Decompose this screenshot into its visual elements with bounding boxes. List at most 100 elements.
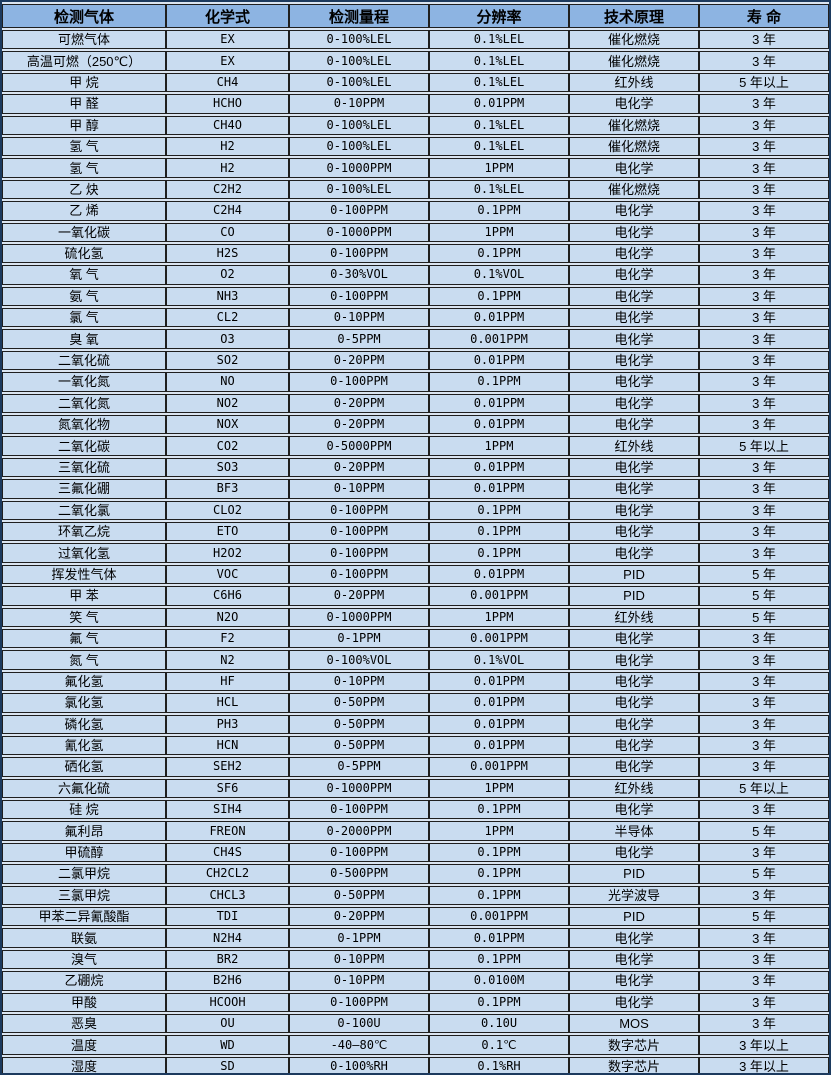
table-row: 三氯甲烷 CHCL3 0-50PPM 0.1PPM 光学波导 3 年 xyxy=(2,885,829,906)
cell-formula: NO2 xyxy=(166,393,289,414)
table-row: 甲酸 HCOOH 0-100PPM 0.1PPM 电化学 3 年 xyxy=(2,992,829,1012)
cell-resolution: 0.1%LEL xyxy=(429,136,569,157)
cell-range: 0-100%RH xyxy=(289,1056,429,1073)
cell-range: 0-100PPM xyxy=(289,842,429,863)
column-header-resolution: 分辨率 xyxy=(429,4,569,28)
table-row: 氯 气 CL2 0-10PPM 0.01PPM 电化学 3 年 xyxy=(2,308,829,328)
cell-resolution: 0.1PPM xyxy=(429,949,569,970)
cell-resolution: 0.01PPM xyxy=(429,671,569,692)
cell-lifespan: 3 年 xyxy=(699,372,829,392)
cell-resolution: 0.01PPM xyxy=(429,928,569,948)
cell-resolution: 0.01PPM xyxy=(429,350,569,371)
cell-formula: SO2 xyxy=(166,350,289,371)
cell-lifespan: 3 年 xyxy=(699,479,829,499)
table-row: 氢 气 H2 0-100%LEL 0.1%LEL 催化燃烧 3 年 xyxy=(2,136,829,157)
cell-formula: NO xyxy=(166,372,289,392)
cell-principle: 催化燃烧 xyxy=(569,136,699,157)
column-header-principle: 技术原理 xyxy=(569,4,699,28)
cell-principle: 电化学 xyxy=(569,393,699,414)
cell-formula: N2H4 xyxy=(166,928,289,948)
cell-range: 0-50PPM xyxy=(289,735,429,756)
column-header-range: 检测量程 xyxy=(289,4,429,28)
cell-resolution: 0.1PPM xyxy=(429,992,569,1012)
table-row: 乙 炔 C2H2 0-100%LEL 0.1%LEL 催化燃烧 3 年 xyxy=(2,179,829,200)
cell-range: 0-100PPM xyxy=(289,201,429,221)
cell-resolution: 0.0100M xyxy=(429,971,569,991)
cell-resolution: 0.001PPM xyxy=(429,628,569,649)
cell-range: 0-30%VOL xyxy=(289,265,429,285)
cell-gas: 过氧化氢 xyxy=(2,543,166,563)
cell-principle: 电化学 xyxy=(569,415,699,435)
cell-range: 0-100%LEL xyxy=(289,179,429,200)
table-row: 臭 氧 O3 0-5PPM 0.001PPM 电化学 3 年 xyxy=(2,329,829,349)
cell-lifespan: 3 年以上 xyxy=(699,1035,829,1055)
cell-range: 0-100PPM xyxy=(289,543,429,563)
cell-principle: 催化燃烧 xyxy=(569,51,699,71)
cell-gas: 湿度 xyxy=(2,1056,166,1073)
cell-resolution: 1PPM xyxy=(429,821,569,841)
cell-range: 0-100PPM xyxy=(289,521,429,542)
cell-resolution: 0.1PPM xyxy=(429,286,569,307)
cell-formula: EX xyxy=(166,30,289,50)
cell-principle: PID xyxy=(569,586,699,606)
cell-range: 0-1PPM xyxy=(289,928,429,948)
cell-formula: HCL xyxy=(166,693,289,713)
cell-lifespan: 3 年 xyxy=(699,842,829,863)
cell-lifespan: 3 年 xyxy=(699,500,829,520)
cell-lifespan: 3 年 xyxy=(699,714,829,734)
cell-range: 0-100U xyxy=(289,1013,429,1034)
cell-principle: 电化学 xyxy=(569,308,699,328)
cell-gas: 二氯甲烷 xyxy=(2,864,166,884)
cell-gas: 氯 气 xyxy=(2,308,166,328)
cell-lifespan: 3 年 xyxy=(699,521,829,542)
table-row: 二氧化氮 NO2 0-20PPM 0.01PPM 电化学 3 年 xyxy=(2,393,829,414)
cell-gas: 可燃气体 xyxy=(2,30,166,50)
cell-principle: 电化学 xyxy=(569,372,699,392)
cell-range: -40—80℃ xyxy=(289,1035,429,1055)
cell-formula: NH3 xyxy=(166,286,289,307)
cell-principle: 红外线 xyxy=(569,436,699,456)
cell-resolution: 0.1%VOL xyxy=(429,650,569,670)
cell-resolution: 0.1PPM xyxy=(429,372,569,392)
cell-resolution: 0.1PPM xyxy=(429,521,569,542)
cell-principle: 电化学 xyxy=(569,94,699,114)
cell-formula: TDI xyxy=(166,907,289,927)
table-row: 三氧化硫 SO3 0-20PPM 0.01PPM 电化学 3 年 xyxy=(2,457,829,478)
cell-principle: 电化学 xyxy=(569,500,699,520)
table-row: 硅 烷 SIH4 0-100PPM 0.1PPM 电化学 3 年 xyxy=(2,800,829,820)
cell-formula: CH4O xyxy=(166,115,289,135)
table-row: 氢 气 H2 0-1000PPM 1PPM 电化学 3 年 xyxy=(2,158,829,178)
cell-range: 0-20PPM xyxy=(289,586,429,606)
cell-principle: 数字芯片 xyxy=(569,1035,699,1055)
cell-principle: PID xyxy=(569,907,699,927)
cell-range: 0-1000PPM xyxy=(289,778,429,799)
cell-principle: PID xyxy=(569,864,699,884)
cell-lifespan: 3 年 xyxy=(699,1013,829,1034)
cell-range: 0-10PPM xyxy=(289,479,429,499)
cell-gas: 氟 气 xyxy=(2,628,166,649)
cell-range: 0-10PPM xyxy=(289,949,429,970)
cell-gas: 乙硼烷 xyxy=(2,971,166,991)
cell-range: 0-100%LEL xyxy=(289,136,429,157)
table-row: 一氧化氮 NO 0-100PPM 0.1PPM 电化学 3 年 xyxy=(2,372,829,392)
cell-range: 0-10PPM xyxy=(289,671,429,692)
cell-principle: 电化学 xyxy=(569,521,699,542)
cell-range: 0-20PPM xyxy=(289,457,429,478)
cell-gas: 笑 气 xyxy=(2,607,166,627)
cell-formula: SD xyxy=(166,1056,289,1073)
cell-principle: 电化学 xyxy=(569,992,699,1012)
cell-principle: 电化学 xyxy=(569,735,699,756)
cell-formula: EX xyxy=(166,51,289,71)
cell-principle: PID xyxy=(569,564,699,585)
cell-formula: CO xyxy=(166,222,289,242)
cell-principle: 电化学 xyxy=(569,457,699,478)
cell-resolution: 0.1PPM xyxy=(429,201,569,221)
cell-formula: N2 xyxy=(166,650,289,670)
table-row: 甲苯二异氰酸酯 TDI 0-20PPM 0.001PPM PID 5 年 xyxy=(2,907,829,927)
cell-formula: HCN xyxy=(166,735,289,756)
cell-principle: 电化学 xyxy=(569,971,699,991)
cell-resolution: 0.01PPM xyxy=(429,94,569,114)
cell-lifespan: 3 年 xyxy=(699,457,829,478)
cell-formula: H2 xyxy=(166,136,289,157)
cell-formula: SIH4 xyxy=(166,800,289,820)
